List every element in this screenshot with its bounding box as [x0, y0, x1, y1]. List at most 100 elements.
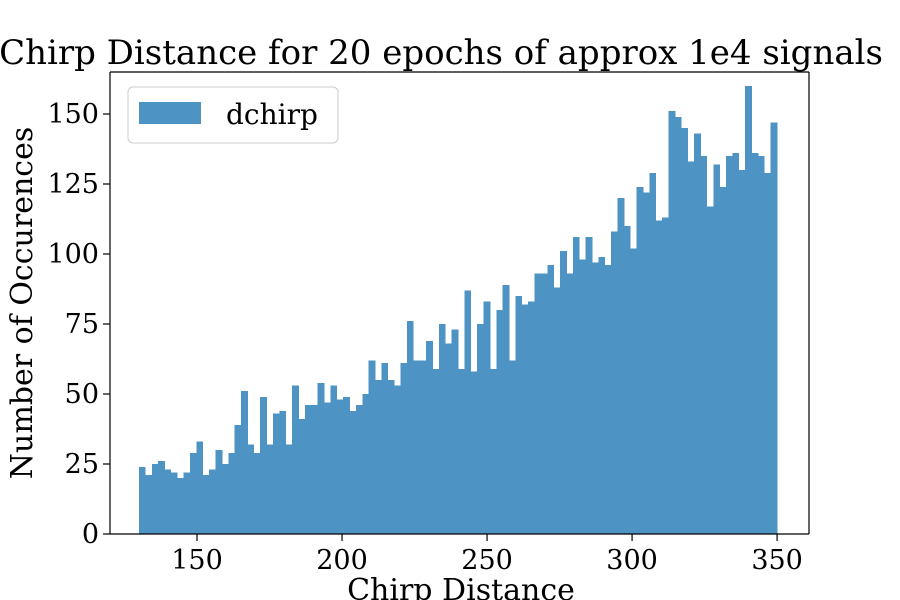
histogram-bar: [349, 410, 357, 534]
x-axis-label: Chirp Distance: [347, 573, 575, 600]
chart-title: Chirp Distance for 20 epochs of approx 1…: [0, 33, 883, 73]
histogram-bar: [617, 198, 625, 534]
y-ticks-group: 0 25 50 75 100 125 150: [47, 99, 110, 550]
histogram-bar: [630, 248, 638, 534]
x-ticks-group: 150 200 250 300 350: [171, 534, 803, 576]
y-tick-label: 25: [65, 449, 99, 480]
histogram-bar: [598, 256, 606, 534]
histogram-bar: [317, 382, 325, 534]
histogram-bar: [726, 156, 733, 534]
histogram-bar: [732, 153, 740, 534]
histogram-bar: [458, 368, 465, 534]
histogram-bar: [706, 206, 714, 534]
histogram-bar: [228, 452, 236, 534]
histogram-bar: [190, 452, 197, 534]
y-tick-label: 50: [65, 379, 99, 410]
histogram-bar: [285, 444, 293, 534]
legend-label-dchirp: dchirp: [226, 98, 318, 131]
histogram-bar: [681, 128, 689, 534]
histogram-bar: [330, 385, 338, 534]
histogram-bar: [209, 469, 216, 534]
histogram-bar: [502, 284, 510, 534]
histogram-bar: [719, 186, 727, 535]
x-tick-label: 300: [606, 545, 658, 576]
histogram-bar: [139, 466, 146, 534]
histogram-bar: [662, 217, 669, 534]
histogram-bar: [547, 265, 555, 534]
histogram-bar: [566, 273, 574, 534]
histogram-bar: [394, 385, 401, 534]
histogram-bar: [362, 394, 370, 534]
x-tick-label: 350: [751, 545, 803, 576]
y-tick-label: 150: [47, 99, 99, 130]
histogram-bar: [387, 380, 395, 534]
histogram-bar: [343, 396, 350, 534]
histogram-bar: [438, 324, 446, 534]
histogram-bar: [413, 360, 421, 534]
histogram-bar: [560, 251, 567, 534]
histogram-bar: [164, 469, 172, 534]
histogram-bar: [445, 343, 452, 534]
histogram-bar: [202, 475, 210, 534]
legend-box: [127, 86, 339, 144]
histogram-bar: [764, 172, 772, 535]
histogram-bar: [260, 396, 267, 534]
x-tick-label: 200: [316, 545, 368, 576]
histogram-bar: [713, 164, 720, 534]
x-tick-label: 250: [461, 545, 513, 576]
histogram-bar: [470, 371, 478, 534]
histogram-bar: [336, 399, 344, 534]
y-tick-label: 100: [47, 239, 99, 270]
histogram-bar: [496, 310, 504, 534]
histogram-bar: [304, 405, 312, 534]
histogram-bar: [247, 444, 255, 534]
histogram-bar: [521, 304, 529, 534]
histogram-bar: [170, 472, 178, 534]
histogram-bar: [158, 461, 165, 534]
histogram-bar: [585, 237, 593, 534]
histogram-bar: [292, 385, 299, 534]
histogram-bar: [611, 231, 618, 534]
histogram-bar: [636, 186, 644, 535]
y-tick-label: 75: [65, 309, 99, 340]
histogram-bar: [311, 405, 318, 534]
histogram-bar: [400, 363, 408, 534]
histogram-bar: [215, 450, 223, 534]
histogram-bar: [419, 360, 427, 534]
histogram-bar: [592, 262, 599, 534]
histogram-bar: [183, 472, 191, 534]
histogram-bar: [241, 391, 248, 534]
histogram-bar: [649, 172, 657, 535]
histogram-bar: [221, 464, 229, 534]
histogram-bar: [477, 324, 484, 534]
y-tick-label: 125: [47, 169, 99, 200]
histogram-bar: [675, 116, 682, 535]
histogram-bar: [757, 156, 765, 534]
histogram-bar: [694, 133, 701, 534]
histogram-bar: [489, 368, 497, 534]
histogram-bar: [451, 329, 459, 534]
histogram-bar: [745, 86, 752, 534]
histogram-bar: [483, 301, 491, 534]
histogram-bar: [515, 296, 523, 534]
histogram-bar: [751, 153, 759, 534]
y-axis-label: Number of Occurences: [5, 127, 40, 479]
histogram-bar: [579, 259, 586, 534]
histogram-bar: [464, 290, 472, 534]
histogram-bar: [541, 273, 548, 534]
bars-group: [139, 86, 778, 535]
histogram-bar: [273, 413, 280, 534]
histogram-bar: [151, 464, 159, 534]
histogram-bar: [355, 405, 363, 534]
y-tick-label: 0: [82, 519, 99, 550]
legend-swatch-dchirp: [139, 102, 201, 124]
histogram-bar: [266, 444, 274, 534]
histogram-bar: [528, 301, 535, 534]
legend: dchirp: [127, 86, 339, 144]
histogram-bar: [604, 265, 612, 534]
histogram-bar: [623, 226, 631, 534]
histogram-bar: [234, 424, 242, 534]
histogram-bar: [668, 111, 676, 534]
